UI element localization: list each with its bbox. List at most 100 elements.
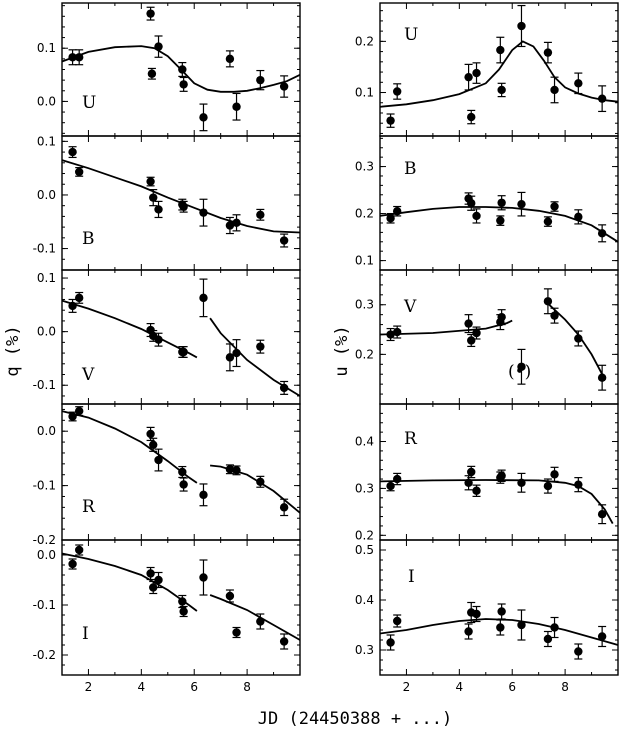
- panel-q-b-data-point: [256, 210, 265, 219]
- panel-u-i-data-point: [392, 616, 402, 626]
- panel-u-b-ytick-label: 0.3: [355, 160, 374, 174]
- panel-u-v: 0.2 0.3 V (•): [355, 269, 619, 405]
- panel-q-i: -0.2 -0.1 0.0 2 4 6 8 I: [33, 539, 301, 694]
- panel-q-b-ytick-label: 0.0: [37, 188, 56, 202]
- panel-u-u-data-point: [386, 116, 395, 125]
- panel-u-b-ytick-label: 0.2: [355, 207, 374, 221]
- panel-q-u: 0.0 0.1 U: [37, 2, 301, 137]
- panel-q-i-data-point: [154, 575, 163, 585]
- panel-u-u: 0.1 0.2 U: [355, 2, 619, 137]
- panel-u-u-model-curve: [379, 40, 619, 108]
- panel-q-i-data-point: [232, 628, 241, 637]
- panel-q-r-data-point: [256, 477, 265, 486]
- panel-u-r-data-point: [472, 486, 481, 495]
- panel-u-i-ytick-label: 0.3: [355, 643, 374, 657]
- panel-u-i-xtick-label: 8: [561, 680, 569, 694]
- panel-u-r-data-point: [550, 470, 559, 479]
- panel-q-u-data-point: [232, 102, 241, 111]
- panel-u-r-ytick-label: 0.2: [355, 528, 374, 542]
- panel-u-b-data-point: [472, 211, 481, 221]
- panel-q-b-model-curve: [61, 159, 301, 234]
- panel-q-v-data-point: [154, 335, 163, 344]
- panel-q-v-model-curve: [61, 299, 198, 359]
- panel-u-r-data-point: [497, 471, 506, 480]
- panel-u-b-data-point: [543, 217, 553, 226]
- panel-q-i-model-curve: [209, 594, 301, 641]
- panel-u-u-data-point: [467, 112, 476, 122]
- panel-u-v-frame: [379, 269, 619, 405]
- panel-u-r-band-label: R: [404, 429, 418, 449]
- panel-q-b-data-point: [199, 208, 208, 217]
- panel-u-r-ytick-label: 0.4: [355, 435, 374, 449]
- panel-q-i-ytick-label: -0.1: [33, 598, 56, 612]
- panel-u-r-data-point: [392, 474, 402, 484]
- panel-q-i-data-point: [68, 559, 77, 569]
- panel-q-i-data-point: [279, 637, 289, 646]
- panel-q-v-data-point: [199, 293, 208, 303]
- panel-u-u-band-label: U: [404, 25, 418, 45]
- panel-u-i-data-point: [472, 609, 481, 619]
- left-y-axis-title: q (%): [3, 325, 23, 376]
- panel-q-r-data-point: [179, 480, 188, 489]
- panel-q-u-data-point: [146, 9, 155, 18]
- panel-u-v-ytick-label: 0.3: [355, 298, 374, 312]
- panel-u-v-data-point: [386, 330, 395, 339]
- panel-u-i-data-point: [574, 647, 583, 656]
- panel-q-b-data-point: [279, 236, 289, 245]
- right-y-axis-title: u (%): [332, 325, 352, 376]
- panel-u-b-data-point: [496, 216, 505, 225]
- panel-q-b-data-point: [154, 205, 163, 214]
- panel-q-i-model-curve: [61, 552, 198, 612]
- panel-q-r-data-point: [199, 490, 208, 500]
- panel-q-v-data-point: [179, 347, 188, 357]
- panel-u-i-model-curve: [379, 618, 619, 646]
- panel-u-b-data-point: [597, 229, 607, 238]
- panel-u-i-ytick-label: 0.5: [355, 543, 374, 557]
- panel-u-i-xtick-label: 6: [508, 680, 516, 694]
- panel-u-i-frame: [379, 539, 619, 676]
- panel-u-i-data-point: [464, 627, 473, 636]
- panel-q-u-band-label: U: [82, 93, 96, 113]
- panel-u-u-data-point: [496, 45, 505, 55]
- panel-q-r-data-point: [68, 412, 77, 421]
- panel-q-u-data-point: [154, 42, 163, 51]
- panel-q-b-band-label: B: [82, 229, 95, 249]
- panel-q-r-model-curve: [210, 464, 301, 514]
- panel-u-u-data-point: [464, 72, 473, 82]
- panel-q-r-data-point: [178, 467, 187, 477]
- panel-q-r-ytick-label: 0.0: [37, 424, 56, 438]
- panel-u-i-xtick-label: 2: [403, 680, 411, 694]
- panel-u-u-data-point: [392, 87, 402, 96]
- panel-q-i-band-label: I: [82, 624, 89, 644]
- panel-u-v-ytick-label: 0.2: [355, 347, 374, 361]
- panel-q-i-ytick-label: 0.0: [37, 548, 56, 562]
- panel-q-i-data-point: [225, 591, 235, 601]
- panel-u-b-data-point: [467, 199, 476, 208]
- panel-u-i-data-point: [597, 632, 607, 641]
- panel-q-i-data-point: [199, 573, 208, 582]
- panel-u-u-data-point: [543, 48, 553, 57]
- panel-q-r-data-point: [225, 465, 235, 474]
- panel-u-r-data-point: [464, 478, 473, 487]
- panel-u-v-data-point: [464, 319, 473, 328]
- panel-u-i-data-point: [386, 638, 395, 647]
- panel-q-i-data-point: [146, 569, 155, 578]
- panel-q-v-data-point: [68, 301, 77, 311]
- panel-u-v-annotation: (•): [508, 362, 531, 382]
- panel-u-b-data-point: [386, 214, 395, 223]
- panel-u-i-data-point: [550, 623, 559, 632]
- panel-u-r: 0.2 0.3 0.4 R: [355, 403, 619, 542]
- panel-q-i-data-point: [149, 583, 158, 592]
- panel-q-b-ytick-label: 0.1: [37, 134, 56, 148]
- panel-q-u-model-curve: [61, 45, 301, 93]
- panel-q-r-data-point: [154, 455, 163, 465]
- panel-u-r-data-point: [597, 510, 607, 519]
- panel-q-i-data-point: [179, 607, 188, 616]
- panel-q-b-data-point: [149, 193, 158, 202]
- panel-u-v-data-point: [467, 336, 476, 345]
- panel-q-u-data-point: [225, 54, 235, 64]
- panel-q-v-model-curve: [209, 317, 301, 397]
- panel-q-i-frame: [61, 539, 301, 676]
- panel-u-i-data-point: [517, 620, 526, 630]
